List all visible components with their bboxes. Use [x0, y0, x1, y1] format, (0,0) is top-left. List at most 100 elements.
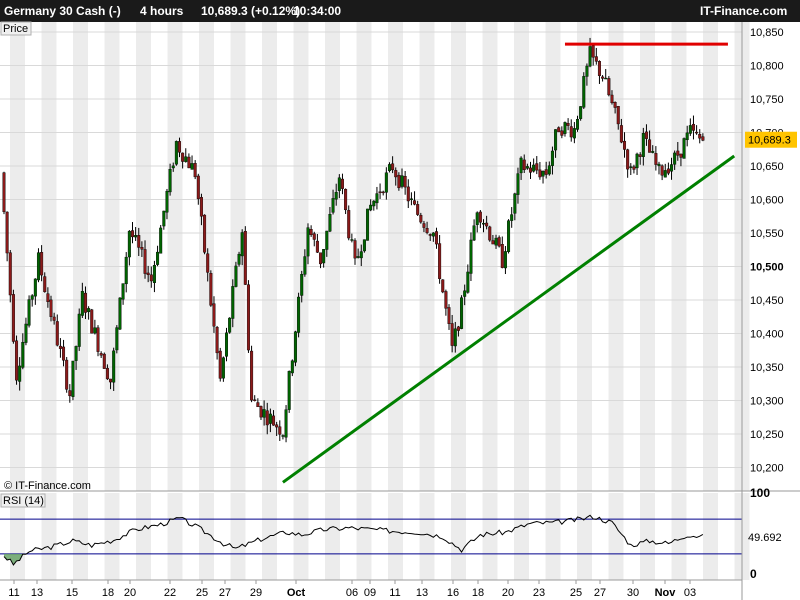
x-tick-label: Oct — [287, 587, 306, 599]
candle-down — [193, 163, 197, 178]
last-price-tag — [745, 131, 797, 148]
candle-down — [416, 204, 420, 215]
candle-up — [547, 165, 551, 175]
x-tick-label: 03 — [684, 587, 696, 599]
candle-up — [409, 198, 413, 200]
day-stripe — [325, 22, 340, 491]
candle-up — [366, 208, 370, 241]
candle-down — [497, 237, 501, 247]
day-stripe — [577, 22, 592, 491]
day-stripe — [73, 22, 88, 491]
candle-up — [121, 283, 125, 300]
rsi-last-value: 49.692 — [748, 532, 782, 544]
candle-down — [199, 197, 203, 217]
candle-down — [209, 273, 213, 306]
day-stripe — [199, 493, 214, 580]
quote-time: 10:34:00 — [293, 4, 342, 18]
x-tick-label: 11 — [8, 587, 19, 599]
x-tick-label: 27 — [594, 587, 606, 599]
rsi-oversold-fill — [4, 553, 26, 565]
candle-up — [87, 308, 91, 313]
x-tick-label: 13 — [416, 587, 428, 599]
candle-down — [391, 163, 395, 171]
candle-down — [394, 170, 398, 178]
candle-up — [331, 198, 335, 213]
candle-up — [588, 46, 592, 67]
candle-up — [585, 65, 589, 77]
candle-up — [635, 153, 639, 169]
watermark: © IT-Finance.com — [4, 480, 91, 492]
day-stripe — [577, 493, 592, 580]
candle-up — [93, 327, 97, 334]
candle-down — [522, 159, 526, 171]
candle-down — [648, 139, 652, 153]
candle-up — [387, 164, 391, 172]
y-tick-label: 10,800 — [750, 61, 784, 73]
candle-up — [124, 256, 128, 285]
candle-down — [444, 291, 448, 309]
y-tick-label: 10,350 — [750, 362, 784, 374]
x-tick-label: 09 — [364, 587, 376, 599]
candle-up — [240, 232, 244, 257]
candle-down — [90, 309, 94, 334]
candle-up — [532, 164, 536, 172]
day-stripe — [262, 22, 277, 491]
candle-down — [488, 226, 492, 241]
candle-down — [419, 214, 423, 223]
candle-up — [663, 170, 667, 178]
candle-down — [413, 200, 417, 205]
candle-up — [234, 265, 238, 287]
day-stripe — [419, 22, 435, 491]
candle-up — [582, 76, 586, 108]
candle-down — [478, 211, 482, 223]
candle-down — [557, 127, 561, 133]
day-stripe — [545, 493, 561, 580]
candle-up — [80, 290, 84, 316]
day-stripe — [608, 22, 624, 491]
candle-down — [278, 426, 282, 435]
rsi-tick-label: 100 — [750, 486, 770, 500]
candle-up — [36, 252, 40, 281]
candle-up — [231, 286, 235, 319]
candle-up — [77, 313, 81, 347]
x-tick-label: 27 — [219, 587, 231, 599]
x-tick-label: 18 — [472, 587, 484, 599]
candle-down — [425, 228, 429, 233]
day-stripe — [482, 493, 498, 580]
rsi-panel-label: RSI (14) — [3, 495, 44, 507]
candle-up — [359, 251, 363, 259]
candle-down — [58, 345, 62, 349]
candle-up — [475, 212, 479, 225]
candle-up — [159, 227, 163, 254]
candle-up — [287, 371, 291, 410]
candle-down — [485, 222, 489, 227]
candle-up — [156, 251, 160, 265]
candle-up — [334, 191, 338, 200]
y-tick-label: 10,850 — [750, 27, 784, 39]
day-stripe — [356, 493, 372, 580]
candle-down — [196, 175, 200, 200]
candle-up — [168, 169, 172, 193]
candle-down — [610, 94, 614, 104]
candle-up — [579, 106, 583, 119]
day-stripe — [104, 493, 120, 580]
rsi-tick-label: 0 — [750, 567, 757, 581]
day-stripe — [41, 22, 57, 491]
candle-up — [550, 150, 554, 166]
brand-label: IT-Finance.com — [700, 4, 788, 18]
candle-down — [347, 210, 351, 239]
candle-down — [8, 252, 12, 296]
y-tick-label: 10,750 — [750, 94, 784, 106]
candle-down — [378, 191, 382, 193]
candle-down — [187, 156, 191, 169]
candle-down — [246, 284, 250, 351]
candle-up — [384, 172, 388, 193]
candle-up — [369, 204, 373, 211]
candle-up — [516, 173, 520, 195]
candle-down — [243, 231, 247, 285]
y-tick-label: 10,550 — [750, 228, 784, 240]
candle-down — [616, 106, 620, 125]
candle-up — [431, 232, 435, 237]
day-stripe — [451, 22, 466, 491]
candle-down — [149, 274, 153, 282]
